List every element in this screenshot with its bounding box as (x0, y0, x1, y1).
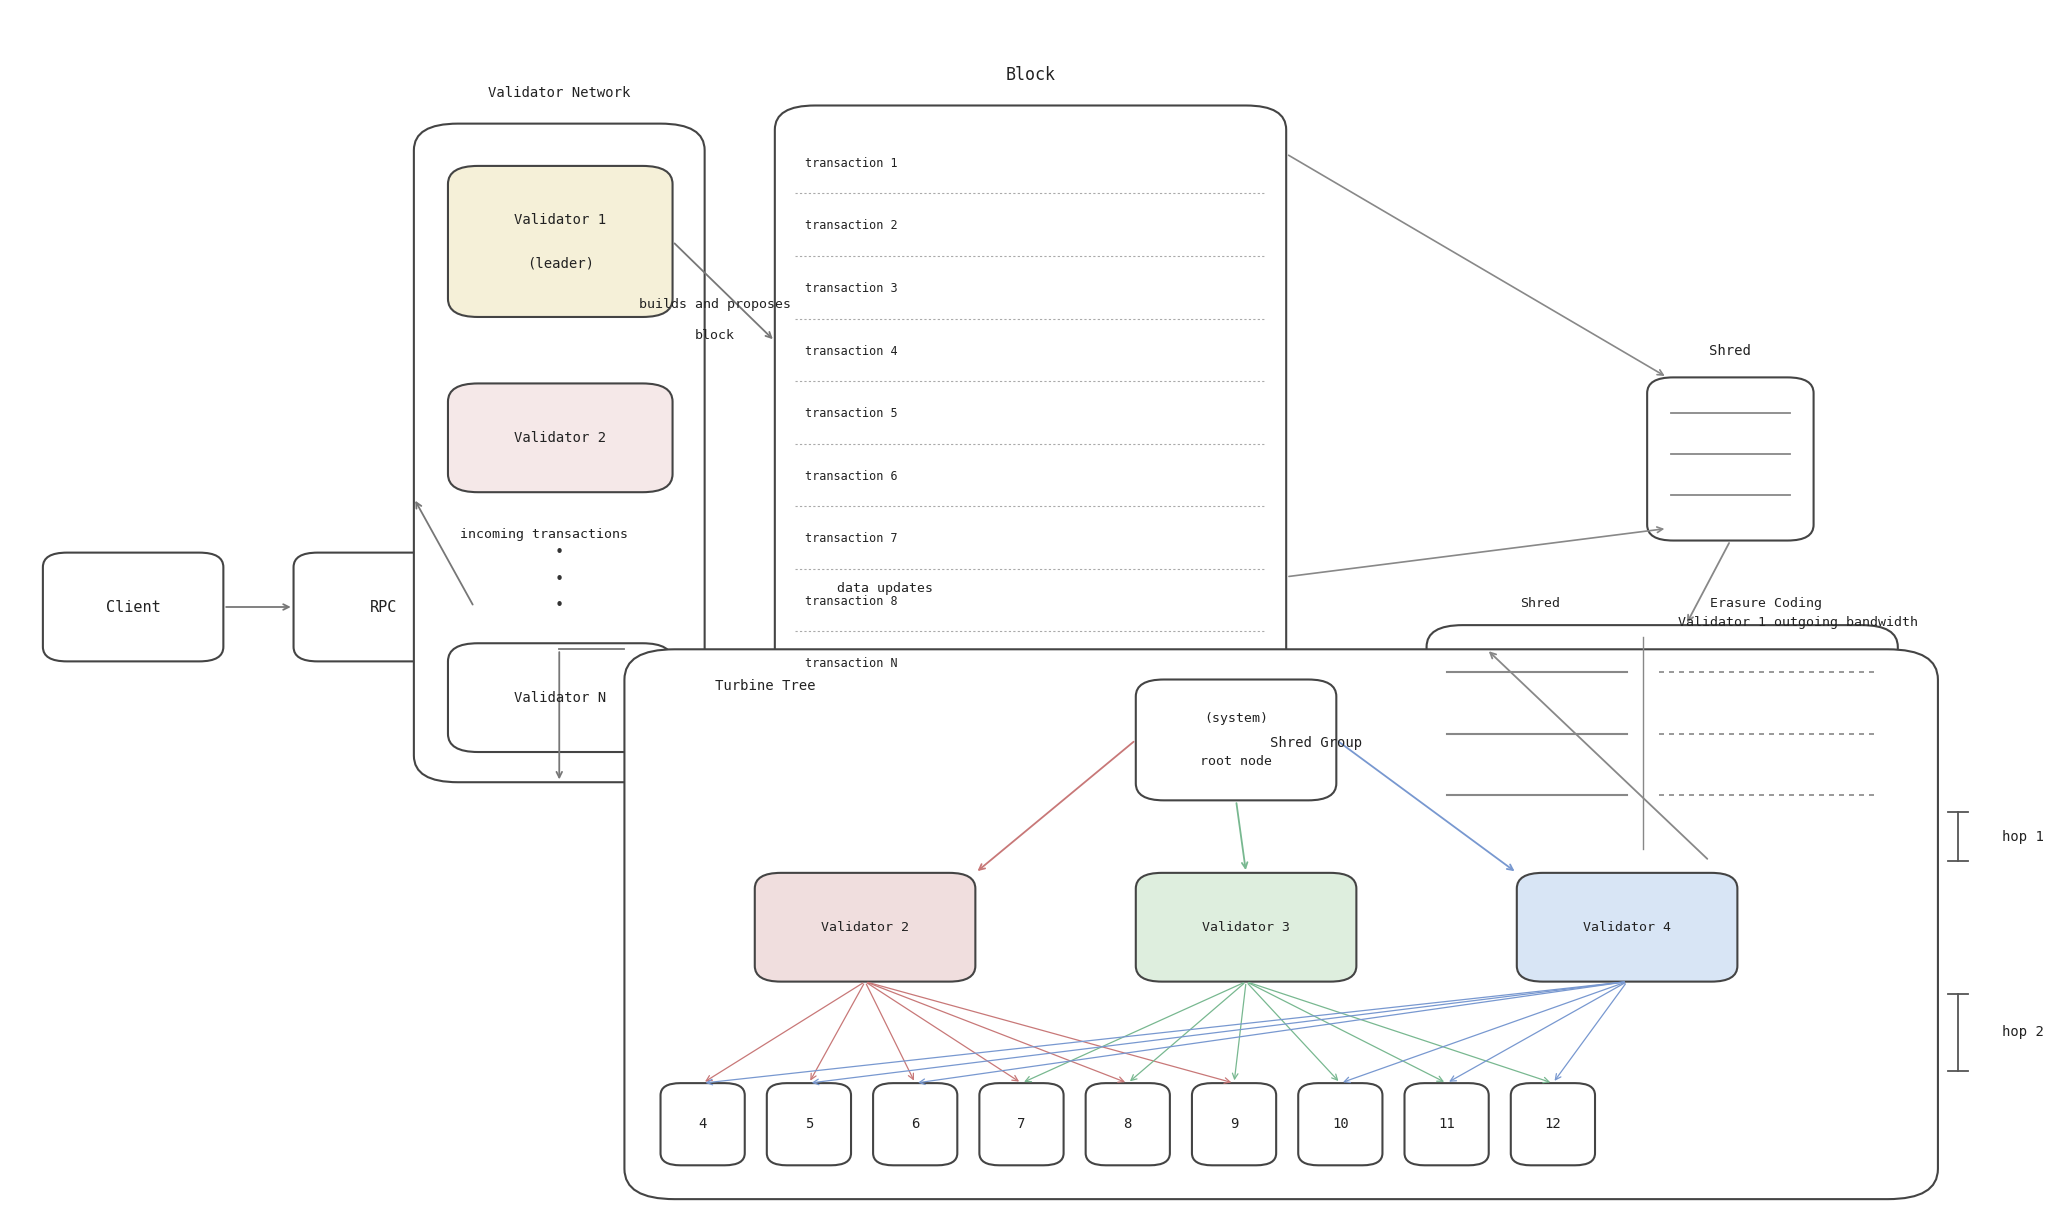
Text: Client: Client (106, 600, 160, 614)
FancyBboxPatch shape (414, 124, 705, 782)
FancyBboxPatch shape (1405, 1083, 1489, 1165)
Text: Validator 1 outgoing bandwidth: Validator 1 outgoing bandwidth (1677, 617, 1917, 629)
FancyBboxPatch shape (756, 873, 975, 982)
Text: hop 1: hop 1 (2003, 829, 2044, 844)
Text: •: • (555, 572, 563, 586)
FancyBboxPatch shape (43, 552, 223, 662)
Text: Validator 4: Validator 4 (1583, 920, 1671, 934)
Text: Erasure Coding: Erasure Coding (1710, 597, 1823, 609)
Text: Shred: Shred (1520, 597, 1561, 609)
FancyBboxPatch shape (293, 552, 473, 662)
Text: Shred Group: Shred Group (1270, 736, 1362, 750)
FancyBboxPatch shape (1511, 1083, 1595, 1165)
Text: Turbine Tree: Turbine Tree (715, 679, 815, 692)
Text: transaction 1: transaction 1 (805, 157, 897, 170)
FancyBboxPatch shape (872, 1083, 956, 1165)
FancyBboxPatch shape (979, 1083, 1063, 1165)
Text: root node: root node (1200, 755, 1272, 768)
Text: data updates: data updates (838, 583, 934, 595)
Text: Validator Network: Validator Network (487, 86, 631, 101)
Text: 8: 8 (1124, 1117, 1133, 1131)
FancyBboxPatch shape (1427, 625, 1898, 861)
Text: transaction 3: transaction 3 (805, 282, 897, 295)
FancyBboxPatch shape (1085, 1083, 1169, 1165)
Text: transaction 4: transaction 4 (805, 345, 897, 358)
FancyBboxPatch shape (774, 106, 1286, 722)
FancyBboxPatch shape (1647, 378, 1815, 540)
FancyBboxPatch shape (449, 384, 672, 492)
Text: Validator 2: Validator 2 (821, 920, 909, 934)
FancyBboxPatch shape (1518, 873, 1737, 982)
FancyBboxPatch shape (1137, 680, 1337, 800)
FancyBboxPatch shape (1137, 873, 1356, 982)
Text: transaction 6: transaction 6 (805, 470, 897, 483)
Text: Validator 3: Validator 3 (1202, 920, 1290, 934)
Text: transaction 5: transaction 5 (805, 407, 897, 420)
Text: •: • (555, 545, 563, 560)
FancyBboxPatch shape (1298, 1083, 1382, 1165)
Text: RPC: RPC (371, 600, 397, 614)
FancyBboxPatch shape (449, 643, 672, 751)
Text: Validator 1: Validator 1 (514, 212, 606, 227)
FancyBboxPatch shape (766, 1083, 852, 1165)
Text: 5: 5 (805, 1117, 813, 1131)
Text: block: block (694, 329, 735, 341)
Text: (leader): (leader) (526, 256, 594, 271)
Text: 4: 4 (698, 1117, 707, 1131)
FancyBboxPatch shape (662, 1083, 745, 1165)
Text: transaction 7: transaction 7 (805, 532, 897, 545)
Text: (system): (system) (1204, 711, 1268, 725)
FancyBboxPatch shape (449, 166, 672, 317)
Text: Validator 2: Validator 2 (514, 431, 606, 444)
Text: transaction N: transaction N (805, 658, 897, 670)
Text: 7: 7 (1018, 1117, 1026, 1131)
Text: 6: 6 (911, 1117, 920, 1131)
Text: Block: Block (1006, 67, 1055, 84)
Text: 12: 12 (1544, 1117, 1561, 1131)
Text: Shred: Shred (1710, 344, 1751, 358)
Text: 10: 10 (1331, 1117, 1350, 1131)
Text: builds and proposes: builds and proposes (639, 299, 791, 311)
FancyBboxPatch shape (625, 649, 1937, 1199)
Text: 11: 11 (1438, 1117, 1454, 1131)
FancyBboxPatch shape (1192, 1083, 1276, 1165)
Text: Validator N: Validator N (514, 691, 606, 704)
Text: hop 2: hop 2 (2003, 1026, 2044, 1039)
Text: •: • (555, 599, 563, 613)
Text: incoming transactions: incoming transactions (461, 528, 629, 541)
Text: transaction 2: transaction 2 (805, 220, 897, 232)
Text: 9: 9 (1231, 1117, 1239, 1131)
Text: transaction 8: transaction 8 (805, 595, 897, 608)
